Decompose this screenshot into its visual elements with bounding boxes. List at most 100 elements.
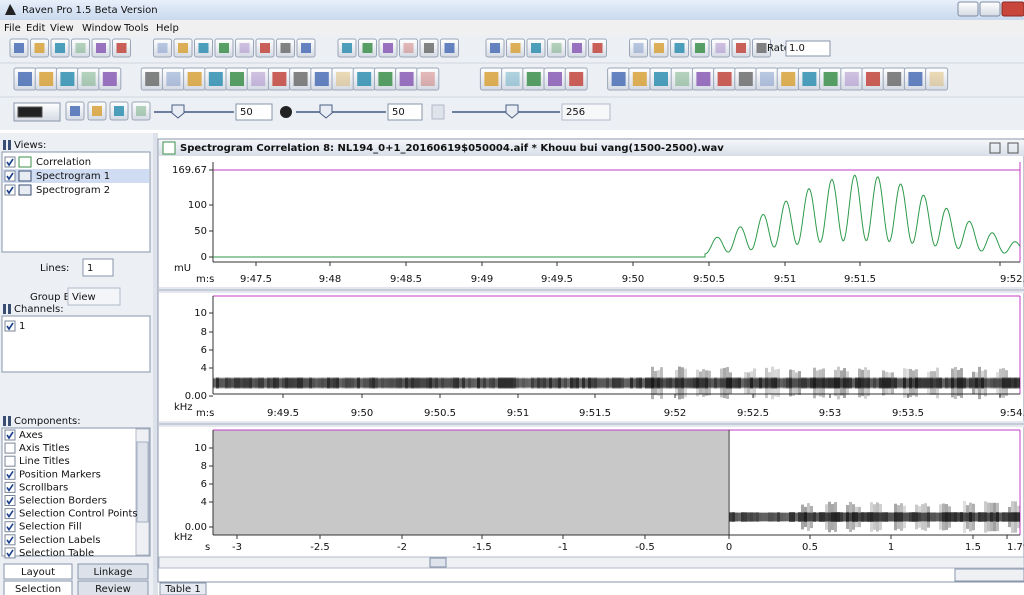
- minimize-button[interactable]: [957, 1, 979, 17]
- toolbar-icon: [823, 72, 838, 86]
- sidebar-tab-label[interactable]: Linkage: [94, 567, 133, 578]
- component-name[interactable]: Line Titles: [19, 456, 70, 467]
- spectrogram-noise: [684, 377, 687, 389]
- component-checkbox[interactable]: [4, 468, 16, 480]
- spectrogram-noise: [741, 377, 744, 389]
- h-scroll-thumb[interactable]: [429, 557, 447, 568]
- component-name[interactable]: Position Markers: [19, 469, 101, 480]
- menu-item[interactable]: View: [50, 23, 74, 34]
- toolbar-icon: [116, 43, 127, 53]
- component-checkbox[interactable]: [4, 455, 16, 467]
- toolbar-button[interactable]: [131, 101, 151, 121]
- menu-item[interactable]: Window: [82, 23, 121, 34]
- component-checkbox[interactable]: [4, 521, 16, 533]
- rate-input[interactable]: [785, 40, 831, 57]
- view-checkbox[interactable]: [4, 170, 16, 182]
- component-name[interactable]: Scrollbars: [19, 482, 68, 493]
- menu-item[interactable]: File: [4, 23, 21, 34]
- restore-button[interactable]: [989, 142, 1001, 154]
- maximize-button[interactable]: [979, 1, 1001, 17]
- toolbar-icon: [632, 72, 647, 86]
- lines-input[interactable]: [82, 258, 114, 277]
- spectrogram-noise: [342, 377, 345, 389]
- menu-item[interactable]: Help: [156, 23, 179, 34]
- component-name[interactable]: Selection Control Points: [19, 509, 138, 520]
- spectrogram-noise: [903, 512, 906, 522]
- spectrogram-noise: [399, 377, 402, 389]
- table-tab[interactable]: [159, 582, 207, 595]
- component-name[interactable]: Selection Borders: [19, 496, 107, 507]
- brightness-input[interactable]: [235, 103, 273, 121]
- channel-checkbox[interactable]: [4, 320, 16, 332]
- spectrogram-noise: [864, 512, 867, 522]
- toolbar-button[interactable]: [235, 38, 254, 58]
- component-name[interactable]: Selection Table: [19, 548, 94, 559]
- toolbar-button[interactable]: [399, 38, 418, 58]
- component-checkbox[interactable]: [4, 481, 16, 493]
- view-checkbox[interactable]: [4, 156, 16, 168]
- h-scrollbar[interactable]: [158, 556, 1024, 569]
- sidebar-tab-label[interactable]: Layout: [21, 567, 55, 578]
- sidebar-tab-label[interactable]: Review: [95, 584, 131, 595]
- spectrogram-noise: [840, 377, 843, 389]
- toolbar-button[interactable]: [629, 38, 648, 58]
- view-checkbox[interactable]: [4, 184, 16, 196]
- component-name[interactable]: Axes: [19, 430, 43, 441]
- spectrogram-burst: [990, 502, 993, 532]
- spectrogram-noise: [855, 512, 858, 522]
- group-dropdown[interactable]: [67, 287, 121, 306]
- toolbar-icon: [14, 43, 24, 53]
- component-checkbox[interactable]: [4, 495, 16, 506]
- slider-knob[interactable]: [505, 104, 519, 119]
- spectrogram-noise: [804, 377, 807, 389]
- sidebar-tab[interactable]: [77, 563, 149, 580]
- toolbar-button[interactable]: [71, 38, 90, 58]
- toolbar-button[interactable]: [925, 67, 949, 91]
- component-checkbox[interactable]: [4, 534, 16, 546]
- spectrogram-noise: [765, 377, 768, 389]
- component-name[interactable]: Axis Titles: [19, 443, 70, 454]
- zoom-controls[interactable]: [954, 568, 1024, 582]
- toolbar-button[interactable]: [153, 38, 172, 58]
- slider-knob[interactable]: [319, 104, 333, 119]
- spectrogram-noise: [660, 377, 663, 389]
- spectrogram-noise: [942, 512, 945, 522]
- toolbar-button[interactable]: [547, 38, 566, 58]
- resolution-icon: [431, 104, 445, 120]
- toolbar-icon: [572, 43, 582, 53]
- channel-name[interactable]: 1: [19, 321, 25, 332]
- slider-knob[interactable]: [171, 104, 185, 119]
- component-name[interactable]: Selection Labels: [19, 535, 100, 546]
- spectrogram-noise: [891, 512, 894, 522]
- spectrogram-noise: [597, 377, 600, 389]
- menu-item[interactable]: Edit: [26, 23, 45, 34]
- toolbar-icon: [844, 72, 859, 86]
- spectrogram-noise: [288, 377, 291, 389]
- sidebar-tab[interactable]: [3, 580, 73, 595]
- view-name[interactable]: Spectrogram 2: [36, 185, 110, 196]
- sidebar-tab[interactable]: [77, 580, 149, 595]
- component-checkbox[interactable]: [4, 547, 16, 559]
- component-checkbox[interactable]: [4, 442, 16, 454]
- spectrogram-noise: [957, 512, 960, 522]
- menu-item[interactable]: Tools: [123, 23, 149, 34]
- toolbar-button[interactable]: [711, 38, 730, 58]
- table-tab-label[interactable]: Table 1: [164, 584, 200, 595]
- spectrogram-burst: [966, 505, 969, 529]
- spectrogram-burst: [660, 367, 663, 399]
- component-checkbox[interactable]: [4, 508, 16, 520]
- component-name[interactable]: Selection Fill: [19, 522, 82, 533]
- spectrogram-noise: [231, 377, 234, 389]
- scroll-thumb[interactable]: [136, 441, 149, 523]
- view-name[interactable]: Spectrogram 1: [36, 171, 110, 182]
- maximize-doc-button[interactable]: [1007, 142, 1019, 154]
- view-name[interactable]: Correlation: [36, 157, 91, 168]
- spectrogram-noise: [843, 377, 846, 389]
- spectrogram-burst: [1005, 370, 1008, 396]
- close-button[interactable]: [1001, 1, 1024, 17]
- toolbar-button[interactable]: [416, 67, 440, 91]
- sidebar-tab[interactable]: [3, 563, 73, 580]
- contrast-input[interactable]: [387, 103, 423, 121]
- component-checkbox[interactable]: [4, 429, 16, 441]
- sidebar-tab-label[interactable]: Selection: [15, 584, 61, 595]
